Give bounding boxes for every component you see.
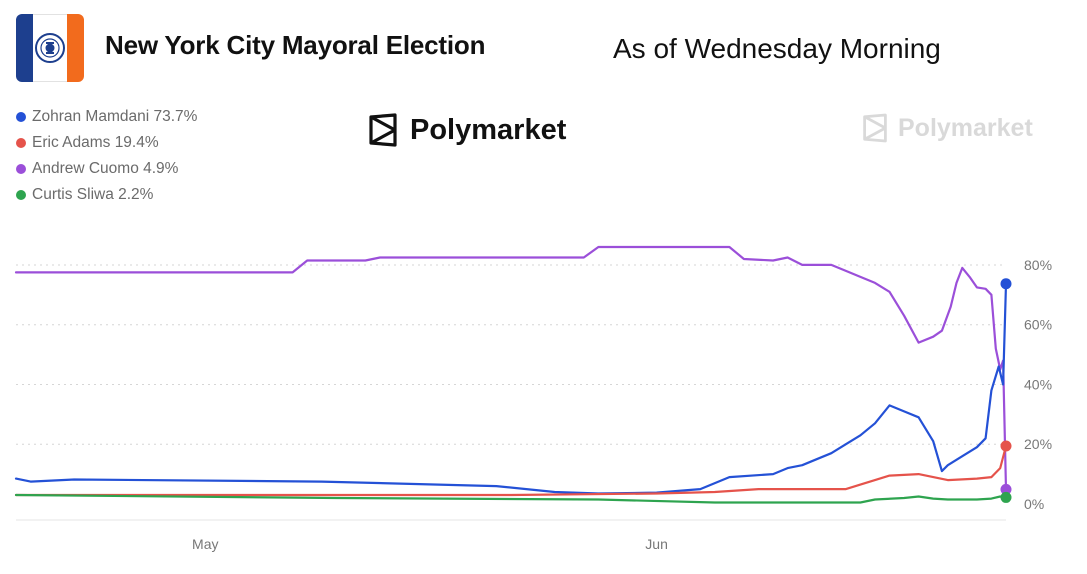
- series-line-eric-adams[interactable]: [14, 444, 1008, 497]
- grid-lines: [16, 264, 1006, 445]
- x-tick-label: May: [192, 536, 218, 552]
- legend-label-cuomo: Andrew Cuomo 4.9%: [32, 160, 179, 177]
- flag-blue-stripe: [16, 14, 33, 82]
- y-tick-label: 60%: [1024, 317, 1052, 333]
- x-tick-label: Jun: [645, 536, 668, 552]
- page-title: New York City Mayoral Election: [105, 30, 486, 60]
- end-marker-andrew-cuomo[interactable]: [1000, 483, 1012, 495]
- y-tick-label: 40%: [1024, 376, 1052, 392]
- series-lines: [14, 245, 1008, 504]
- x-axis-ticks: May Jun: [192, 536, 668, 552]
- y-axis-ticks: 0% 20% 40% 60% 80%: [1024, 257, 1052, 512]
- polymarket-logo-text: Polymarket: [410, 113, 567, 146]
- polymarket-watermark-text: Polymarket: [898, 113, 1033, 142]
- legend-item-sliwa[interactable]: Curtis Sliwa 2.2%: [16, 182, 197, 208]
- series-line-curtis-sliwa[interactable]: [14, 493, 1008, 504]
- end-markers: [1000, 278, 1012, 503]
- legend-dot-adams: [16, 138, 26, 148]
- polymarket-watermark: Polymarket: [862, 113, 1033, 143]
- nyc-seal-icon: [35, 33, 65, 63]
- polymarket-logo: Polymarket: [368, 113, 566, 147]
- series-line-andrew-cuomo[interactable]: [14, 245, 1008, 491]
- legend-dot-mamdani: [16, 112, 26, 122]
- y-tick-label: 80%: [1024, 257, 1052, 273]
- legend-item-mamdani[interactable]: Zohran Mamdani 73.7%: [16, 104, 197, 130]
- page-subtitle: As of Wednesday Morning: [613, 33, 941, 64]
- y-tick-label: 20%: [1024, 436, 1052, 452]
- polymarket-icon: [369, 113, 397, 147]
- legend-item-cuomo[interactable]: Andrew Cuomo 4.9%: [16, 156, 197, 182]
- legend-item-adams[interactable]: Eric Adams 19.4%: [16, 130, 197, 156]
- series-line-zohran-mamdani[interactable]: [14, 282, 1008, 495]
- legend-label-adams: Eric Adams 19.4%: [32, 134, 159, 151]
- legend-label-sliwa: Curtis Sliwa 2.2%: [32, 186, 154, 203]
- flag-orange-stripe: [67, 14, 84, 82]
- flag-white-stripe: [33, 14, 67, 82]
- polymarket-watermark-icon: [863, 113, 887, 143]
- legend-dot-sliwa: [16, 190, 26, 200]
- y-tick-label: 0%: [1024, 496, 1044, 512]
- legend-dot-cuomo: [16, 164, 26, 174]
- end-marker-eric-adams[interactable]: [1000, 440, 1012, 452]
- chart-legend: Zohran Mamdani 73.7% Eric Adams 19.4% An…: [16, 104, 197, 208]
- legend-label-mamdani: Zohran Mamdani 73.7%: [32, 108, 198, 125]
- nyc-flag-icon: [16, 14, 84, 82]
- end-marker-curtis-sliwa[interactable]: [1000, 491, 1012, 503]
- end-marker-zohran-mamdani[interactable]: [1000, 278, 1012, 290]
